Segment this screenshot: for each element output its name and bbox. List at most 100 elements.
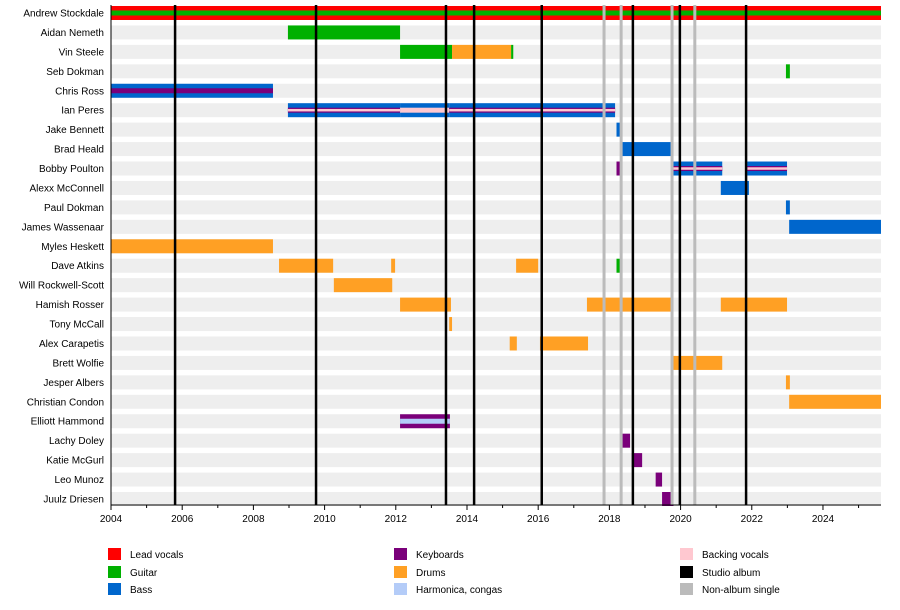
bar-guitar-segment bbox=[616, 258, 622, 273]
member-name-label: Alexx McConnell bbox=[30, 183, 104, 194]
member-bar bbox=[111, 6, 881, 20]
legend-label: Non-album single bbox=[702, 585, 780, 596]
member-bar bbox=[400, 414, 450, 429]
member-bar bbox=[620, 142, 674, 157]
member-bar bbox=[631, 453, 643, 468]
bar-guitar-segment bbox=[511, 44, 514, 59]
member-bar bbox=[655, 472, 663, 487]
x-tick-label: 2008 bbox=[242, 514, 265, 525]
x-tick-label: 2012 bbox=[385, 514, 408, 525]
bar-drums-segment bbox=[720, 297, 788, 312]
row-background bbox=[111, 258, 881, 273]
bar-guitar-segment bbox=[785, 64, 790, 79]
member-bar bbox=[785, 200, 790, 215]
legend-label: Backing vocals bbox=[702, 550, 769, 561]
member-bar bbox=[672, 161, 723, 176]
bar-guitar-segment bbox=[111, 10, 881, 16]
row-background bbox=[111, 297, 881, 312]
bar-backing-vocals-segment bbox=[400, 107, 450, 113]
legend-label: Lead vocals bbox=[130, 550, 183, 561]
member-bar bbox=[539, 336, 589, 351]
row-background bbox=[111, 355, 881, 370]
member-bar bbox=[509, 336, 517, 351]
member-bar bbox=[111, 83, 273, 98]
bar-drums-segment bbox=[452, 44, 512, 59]
row-background bbox=[111, 200, 881, 215]
row-background bbox=[111, 492, 881, 506]
member-name-label: Lachy Doley bbox=[49, 436, 104, 447]
member-name-label: Jesper Albers bbox=[43, 378, 104, 389]
member-name-label: Aidan Nemeth bbox=[41, 28, 104, 39]
member-bar bbox=[785, 375, 790, 390]
member-bar bbox=[785, 64, 790, 79]
row-background bbox=[111, 180, 881, 195]
member-name-label: Myles Heskett bbox=[41, 242, 104, 253]
row-background bbox=[111, 336, 881, 351]
member-bar bbox=[616, 258, 622, 273]
row-background bbox=[111, 142, 881, 157]
legend-item: Drums bbox=[394, 566, 445, 579]
x-tick-label: 2024 bbox=[812, 514, 835, 525]
row-background bbox=[111, 433, 881, 448]
row-background bbox=[111, 394, 881, 409]
member-bar bbox=[287, 103, 401, 118]
legend-swatch bbox=[108, 566, 121, 578]
bar-drums-segment bbox=[111, 239, 273, 254]
member-bar bbox=[400, 103, 450, 118]
member-bar bbox=[789, 219, 881, 234]
bar-harmonica-congas-segment bbox=[400, 418, 450, 424]
legend-swatch bbox=[394, 583, 407, 595]
bar-keyboards-segment bbox=[620, 433, 631, 448]
bar-bass-segment bbox=[620, 142, 674, 157]
member-name-label: Alex Carapetis bbox=[39, 339, 104, 350]
x-tick-label: 2018 bbox=[598, 514, 621, 525]
member-name-label: Hamish Rosser bbox=[36, 300, 105, 311]
bar-keyboards-segment bbox=[616, 161, 622, 176]
bar-drums-segment bbox=[516, 258, 539, 273]
bar-drums-segment bbox=[449, 317, 453, 332]
member-bar bbox=[662, 492, 674, 506]
member-bar bbox=[789, 394, 881, 409]
bar-drums-segment bbox=[279, 258, 334, 273]
bar-drums-segment bbox=[400, 297, 451, 312]
bar-drums-segment bbox=[672, 355, 723, 370]
bar-keyboards-segment bbox=[662, 492, 674, 506]
bar-keyboards-segment bbox=[111, 88, 273, 94]
member-bar bbox=[586, 297, 674, 312]
legend-item: Non-album single bbox=[680, 583, 780, 596]
bar-keyboards-segment bbox=[631, 453, 643, 468]
bar-backing-vocals-segment bbox=[672, 167, 723, 170]
member-bar bbox=[279, 258, 334, 273]
row-background bbox=[111, 122, 881, 137]
member-name-label: Katie McGurl bbox=[46, 456, 104, 467]
bar-drums-segment bbox=[586, 297, 674, 312]
row-background bbox=[111, 83, 881, 98]
legend-swatch bbox=[680, 566, 693, 578]
row-background bbox=[111, 219, 881, 234]
member-name-label: Seb Dokman bbox=[46, 67, 104, 78]
row-background bbox=[111, 64, 881, 79]
row-background bbox=[111, 472, 881, 487]
bar-drums-segment bbox=[333, 278, 393, 293]
legend-swatch bbox=[394, 566, 407, 578]
row-background bbox=[111, 239, 881, 254]
member-name-label: Will Rockwell-Scott bbox=[19, 281, 104, 292]
member-bar bbox=[452, 44, 512, 59]
member-name-label: Leo Munoz bbox=[55, 475, 104, 486]
bar-backing-vocals-segment bbox=[287, 108, 401, 112]
row-background bbox=[111, 414, 881, 429]
member-name-label: Dave Atkins bbox=[51, 261, 104, 272]
member-bar bbox=[720, 180, 749, 195]
x-tick-label: 2016 bbox=[527, 514, 550, 525]
bar-backing-vocals-segment bbox=[449, 108, 616, 112]
row-background bbox=[111, 25, 881, 40]
x-tick-label: 2014 bbox=[456, 514, 479, 525]
x-tick-label: 2020 bbox=[669, 514, 692, 525]
member-name-label: James Wassenaar bbox=[22, 222, 105, 233]
member-bar bbox=[449, 317, 453, 332]
member-bar bbox=[287, 25, 401, 40]
legend-label: Drums bbox=[416, 568, 445, 579]
member-bar bbox=[511, 44, 514, 59]
legend-label: Studio album bbox=[702, 568, 760, 579]
legend-swatch bbox=[394, 548, 407, 560]
